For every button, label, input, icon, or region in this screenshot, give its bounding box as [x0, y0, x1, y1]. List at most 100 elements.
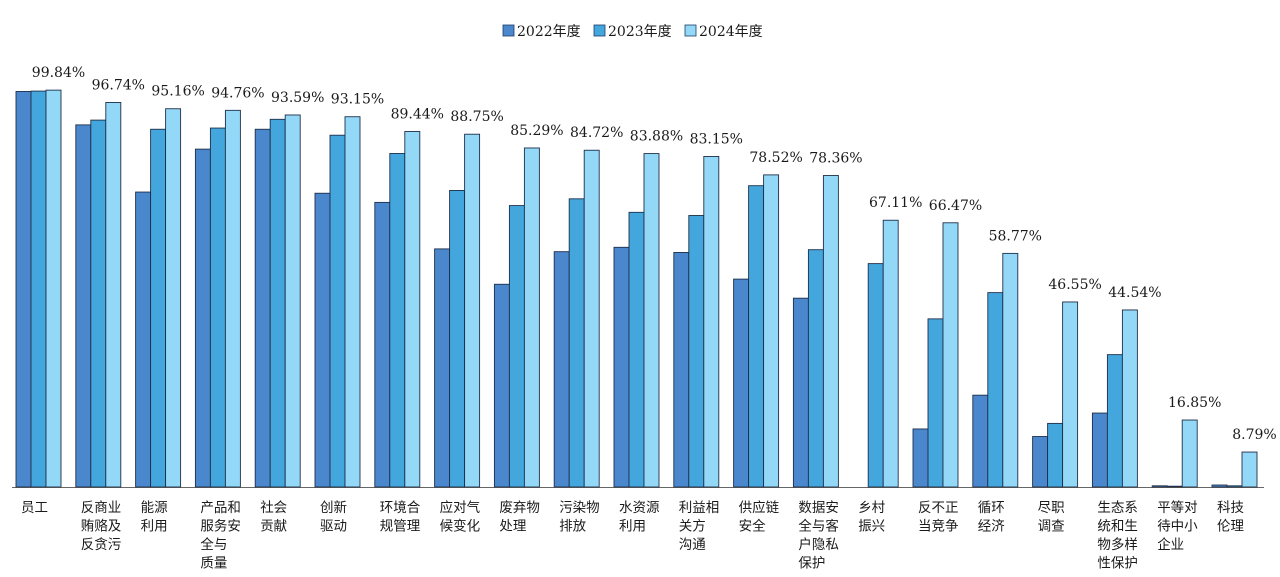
bar-15-3	[882, 219, 899, 488]
legend-label-1: 2022年度	[517, 24, 581, 40]
bar-10-2	[568, 198, 585, 488]
category-label-17: 循环经济	[978, 500, 1005, 535]
category-label-4: 产品和服务安全与质量	[200, 500, 241, 572]
bar-6-3	[344, 116, 361, 488]
category-label-16: 反不正当竞争	[918, 500, 959, 535]
bar-20-3	[1181, 419, 1198, 488]
bar-14-3	[822, 175, 839, 488]
data-label-5: 93.59%	[271, 90, 324, 106]
bar-17-1	[972, 394, 989, 488]
bar-21-2	[1226, 485, 1243, 488]
data-label-6: 93.15%	[331, 92, 384, 108]
bar-19-1	[1091, 412, 1108, 488]
data-label-13: 78.52%	[749, 150, 802, 166]
bar-8-3	[464, 133, 481, 488]
category-label-18: 尽职调查	[1038, 500, 1066, 535]
category-label-10: 污染物排放	[559, 500, 600, 535]
bar-14-2	[807, 249, 824, 488]
bar-3-2	[150, 128, 167, 488]
data-label-4: 94.76%	[211, 85, 264, 101]
bar-18-2	[1047, 422, 1064, 488]
bar-2-1	[75, 124, 92, 488]
bar-16-2	[927, 318, 944, 488]
bar-4-1	[194, 148, 211, 488]
bar-12-3	[703, 156, 720, 488]
legend-label-2: 2023年度	[608, 24, 672, 40]
category-label-20: 平等对待中小企业	[1157, 499, 1198, 553]
bar-13-1	[733, 278, 750, 488]
bar-17-2	[987, 292, 1004, 488]
bar-5-3	[284, 114, 301, 488]
legend: 2022年度 2023年度 2024年度	[502, 24, 763, 40]
bar-10-3	[583, 149, 600, 488]
bar-17-3	[1002, 252, 1019, 488]
legend-swatch-2	[593, 24, 606, 37]
category-label-21: 科技伦理	[1217, 500, 1245, 535]
data-label-15: 67.11%	[869, 195, 922, 211]
bar-15-2	[867, 263, 884, 488]
data-label-11: 83.88%	[630, 129, 683, 145]
bar-19-2	[1106, 354, 1123, 488]
data-label-3: 95.16%	[151, 84, 204, 100]
bar-11-1	[613, 246, 630, 488]
data-label-12: 83.15%	[690, 131, 743, 147]
bar-20-1	[1151, 485, 1168, 488]
bar-8-1	[434, 248, 451, 488]
data-label-9: 85.29%	[510, 123, 563, 139]
category-label-9: 废弃物处理	[499, 500, 540, 535]
category-label-1: 员工	[21, 500, 48, 516]
bar-19-3	[1121, 309, 1138, 488]
bar-18-3	[1062, 301, 1079, 488]
bar-16-3	[942, 222, 959, 488]
bar-9-3	[523, 147, 540, 488]
category-label-8: 应对气候变化	[440, 499, 481, 535]
data-label-8: 88.75%	[450, 109, 503, 125]
category-label-7: 环境合规管理	[380, 500, 421, 535]
bar-13-2	[748, 185, 765, 488]
category-label-12: 利益相关方沟通	[679, 500, 720, 553]
bar-5-1	[254, 128, 271, 488]
bar-9-2	[508, 205, 525, 488]
bar-6-1	[314, 192, 331, 488]
category-label-2: 反商业贿赂及反贪污	[81, 500, 122, 553]
bar-3-3	[165, 108, 182, 488]
category-label-3: 能源利用	[141, 500, 168, 535]
bar-11-3	[643, 153, 660, 488]
bar-2-2	[90, 119, 107, 488]
data-label-1: 99.84%	[32, 65, 85, 81]
legend-swatch-3	[684, 24, 697, 37]
data-label-2: 96.74%	[92, 77, 145, 93]
bar-7-2	[389, 153, 406, 488]
category-label-11: 水资源利用	[619, 500, 660, 535]
category-label-6: 创新驱动	[320, 500, 347, 535]
data-label-10: 84.72%	[570, 125, 623, 141]
bar-9-1	[493, 283, 510, 488]
category-label-5: 社会贡献	[260, 500, 287, 535]
category-label-19: 生态系统和生物多样性保护	[1097, 500, 1138, 572]
bars	[15, 89, 1258, 488]
bar-21-3	[1241, 451, 1258, 488]
bar-1-3	[45, 89, 62, 488]
bar-18-1	[1032, 436, 1049, 488]
bar-4-3	[224, 109, 241, 488]
bar-1-2	[30, 90, 47, 488]
data-labels: 99.84% 96.74% 95.16% 94.76% 93.59% 93.15% 89.4…	[32, 65, 1277, 443]
bar-20-2	[1166, 485, 1183, 488]
data-label-17: 58.77%	[989, 228, 1042, 244]
bar-16-1	[912, 428, 929, 488]
category-label-13: 供应链安全	[739, 499, 780, 535]
bar-7-3	[404, 131, 421, 488]
bar-11-2	[628, 211, 645, 488]
bar-2-3	[105, 102, 122, 488]
data-label-18: 46.55%	[1048, 277, 1101, 293]
bar-12-1	[673, 252, 690, 488]
bar-12-2	[688, 215, 705, 488]
data-label-16: 66.47%	[929, 198, 982, 214]
category-label-14: 数据安全与客户隐私保护	[798, 500, 839, 572]
bar-10-1	[553, 251, 570, 488]
bar-14-1	[792, 297, 809, 488]
bar-3-1	[135, 191, 152, 488]
category-label-15: 乡村振兴	[858, 500, 885, 535]
data-label-14: 78.36%	[809, 151, 862, 167]
